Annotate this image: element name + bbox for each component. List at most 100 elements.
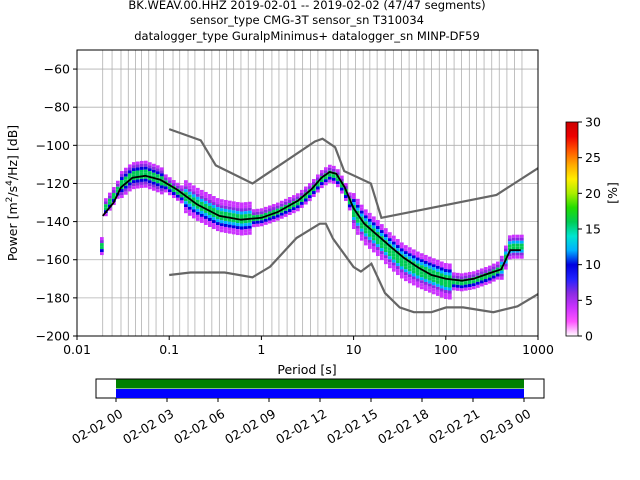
psd-cell	[212, 214, 216, 218]
psd-cell	[436, 292, 440, 296]
psd-cell	[228, 203, 232, 207]
psd-cell	[212, 196, 216, 200]
psd-cell	[216, 222, 220, 226]
psd-cell	[268, 205, 272, 209]
psd-cell	[192, 185, 196, 189]
psd-cell	[440, 288, 444, 292]
psd-cell	[408, 271, 412, 275]
psd-cell	[348, 195, 352, 199]
psd-cell	[496, 264, 500, 268]
psd-cell	[276, 211, 280, 215]
psd-cell	[476, 284, 480, 288]
psd-cell	[216, 210, 220, 214]
psd-cell	[516, 252, 520, 256]
psd-cell	[428, 283, 432, 287]
psd-cell	[364, 212, 368, 216]
psd-cell	[184, 183, 188, 187]
psd-cell	[352, 214, 356, 218]
psd-cell	[420, 265, 424, 269]
x-tick-label: 0.1	[159, 342, 179, 357]
psd-cell	[432, 261, 436, 265]
psd-cell	[408, 265, 412, 269]
psd-cell	[508, 238, 512, 242]
psd-cell	[460, 276, 464, 280]
psd-cell	[308, 186, 312, 190]
psd-cell	[148, 165, 152, 169]
psd-cell	[372, 216, 376, 220]
psd-cell	[368, 233, 372, 237]
psd-cell	[188, 209, 192, 213]
psd-cell	[136, 170, 140, 174]
psd-cell	[324, 182, 328, 186]
coverage-tick-label: 02-03 00	[477, 406, 533, 447]
psd-cell	[260, 217, 264, 221]
psd-cell	[228, 224, 232, 228]
psd-cell	[112, 187, 116, 191]
psd-cell	[316, 186, 320, 190]
psd-cell	[280, 212, 284, 216]
psd-cell	[260, 208, 264, 212]
psd-cell	[488, 265, 492, 269]
psd-cell	[424, 272, 428, 276]
psd-cell	[128, 188, 132, 192]
psd-cell	[440, 291, 444, 295]
psd-cell	[444, 290, 448, 294]
psd-cell	[104, 198, 108, 202]
psd-cell	[460, 273, 464, 277]
psd-cell	[340, 178, 344, 182]
psd-cell	[240, 232, 244, 236]
psd-cell	[348, 192, 352, 196]
psd-cell	[320, 185, 324, 189]
psd-cell	[392, 250, 396, 254]
psd-cell	[428, 256, 432, 260]
psd-cell	[412, 255, 416, 259]
psd-cell	[488, 277, 492, 281]
psd-cell	[428, 259, 432, 263]
psd-cell	[248, 207, 252, 211]
psd-cell	[160, 173, 164, 177]
psd-cell	[204, 212, 208, 216]
psd-cell	[444, 272, 448, 276]
psd-cell	[356, 222, 360, 226]
psd-cell	[352, 211, 356, 215]
psd-cell	[232, 213, 236, 217]
psd-cell	[144, 172, 148, 176]
psd-cell	[152, 169, 156, 173]
psd-cell	[156, 168, 160, 172]
mean-psd-line	[102, 171, 521, 282]
psd-cell	[484, 279, 488, 283]
psd-cell	[416, 260, 420, 264]
psd-cell	[420, 274, 424, 278]
psd-cell	[384, 261, 388, 265]
psd-cell	[204, 218, 208, 222]
psd-cell	[156, 171, 160, 175]
psd-cell	[388, 238, 392, 242]
psd-cell	[436, 265, 440, 269]
psd-cell	[440, 294, 444, 298]
psd-cell	[416, 275, 420, 279]
psd-cell	[180, 188, 184, 192]
psd-cell	[384, 228, 388, 232]
psd-cell	[152, 163, 156, 167]
psd-cell	[380, 236, 384, 240]
psd-cell	[248, 219, 252, 223]
psd-cell	[368, 215, 372, 219]
psd-cell	[356, 219, 360, 223]
psd-cell	[404, 245, 408, 249]
psd-cell	[184, 186, 188, 190]
psd-cell	[356, 231, 360, 235]
psd-cell	[500, 273, 504, 277]
psd-cell	[520, 234, 524, 238]
psd-cell	[448, 290, 452, 294]
psd-cell	[164, 174, 168, 178]
psd-cell	[292, 204, 296, 208]
psd-cell	[328, 179, 332, 183]
psd-cell	[280, 200, 284, 204]
psd-cell	[380, 242, 384, 246]
psd-cell	[252, 212, 256, 216]
psd-cell	[188, 194, 192, 198]
psd-cell	[240, 220, 244, 224]
psd-cell	[276, 214, 280, 218]
coverage-tick-label: 02-02 12	[273, 406, 329, 447]
